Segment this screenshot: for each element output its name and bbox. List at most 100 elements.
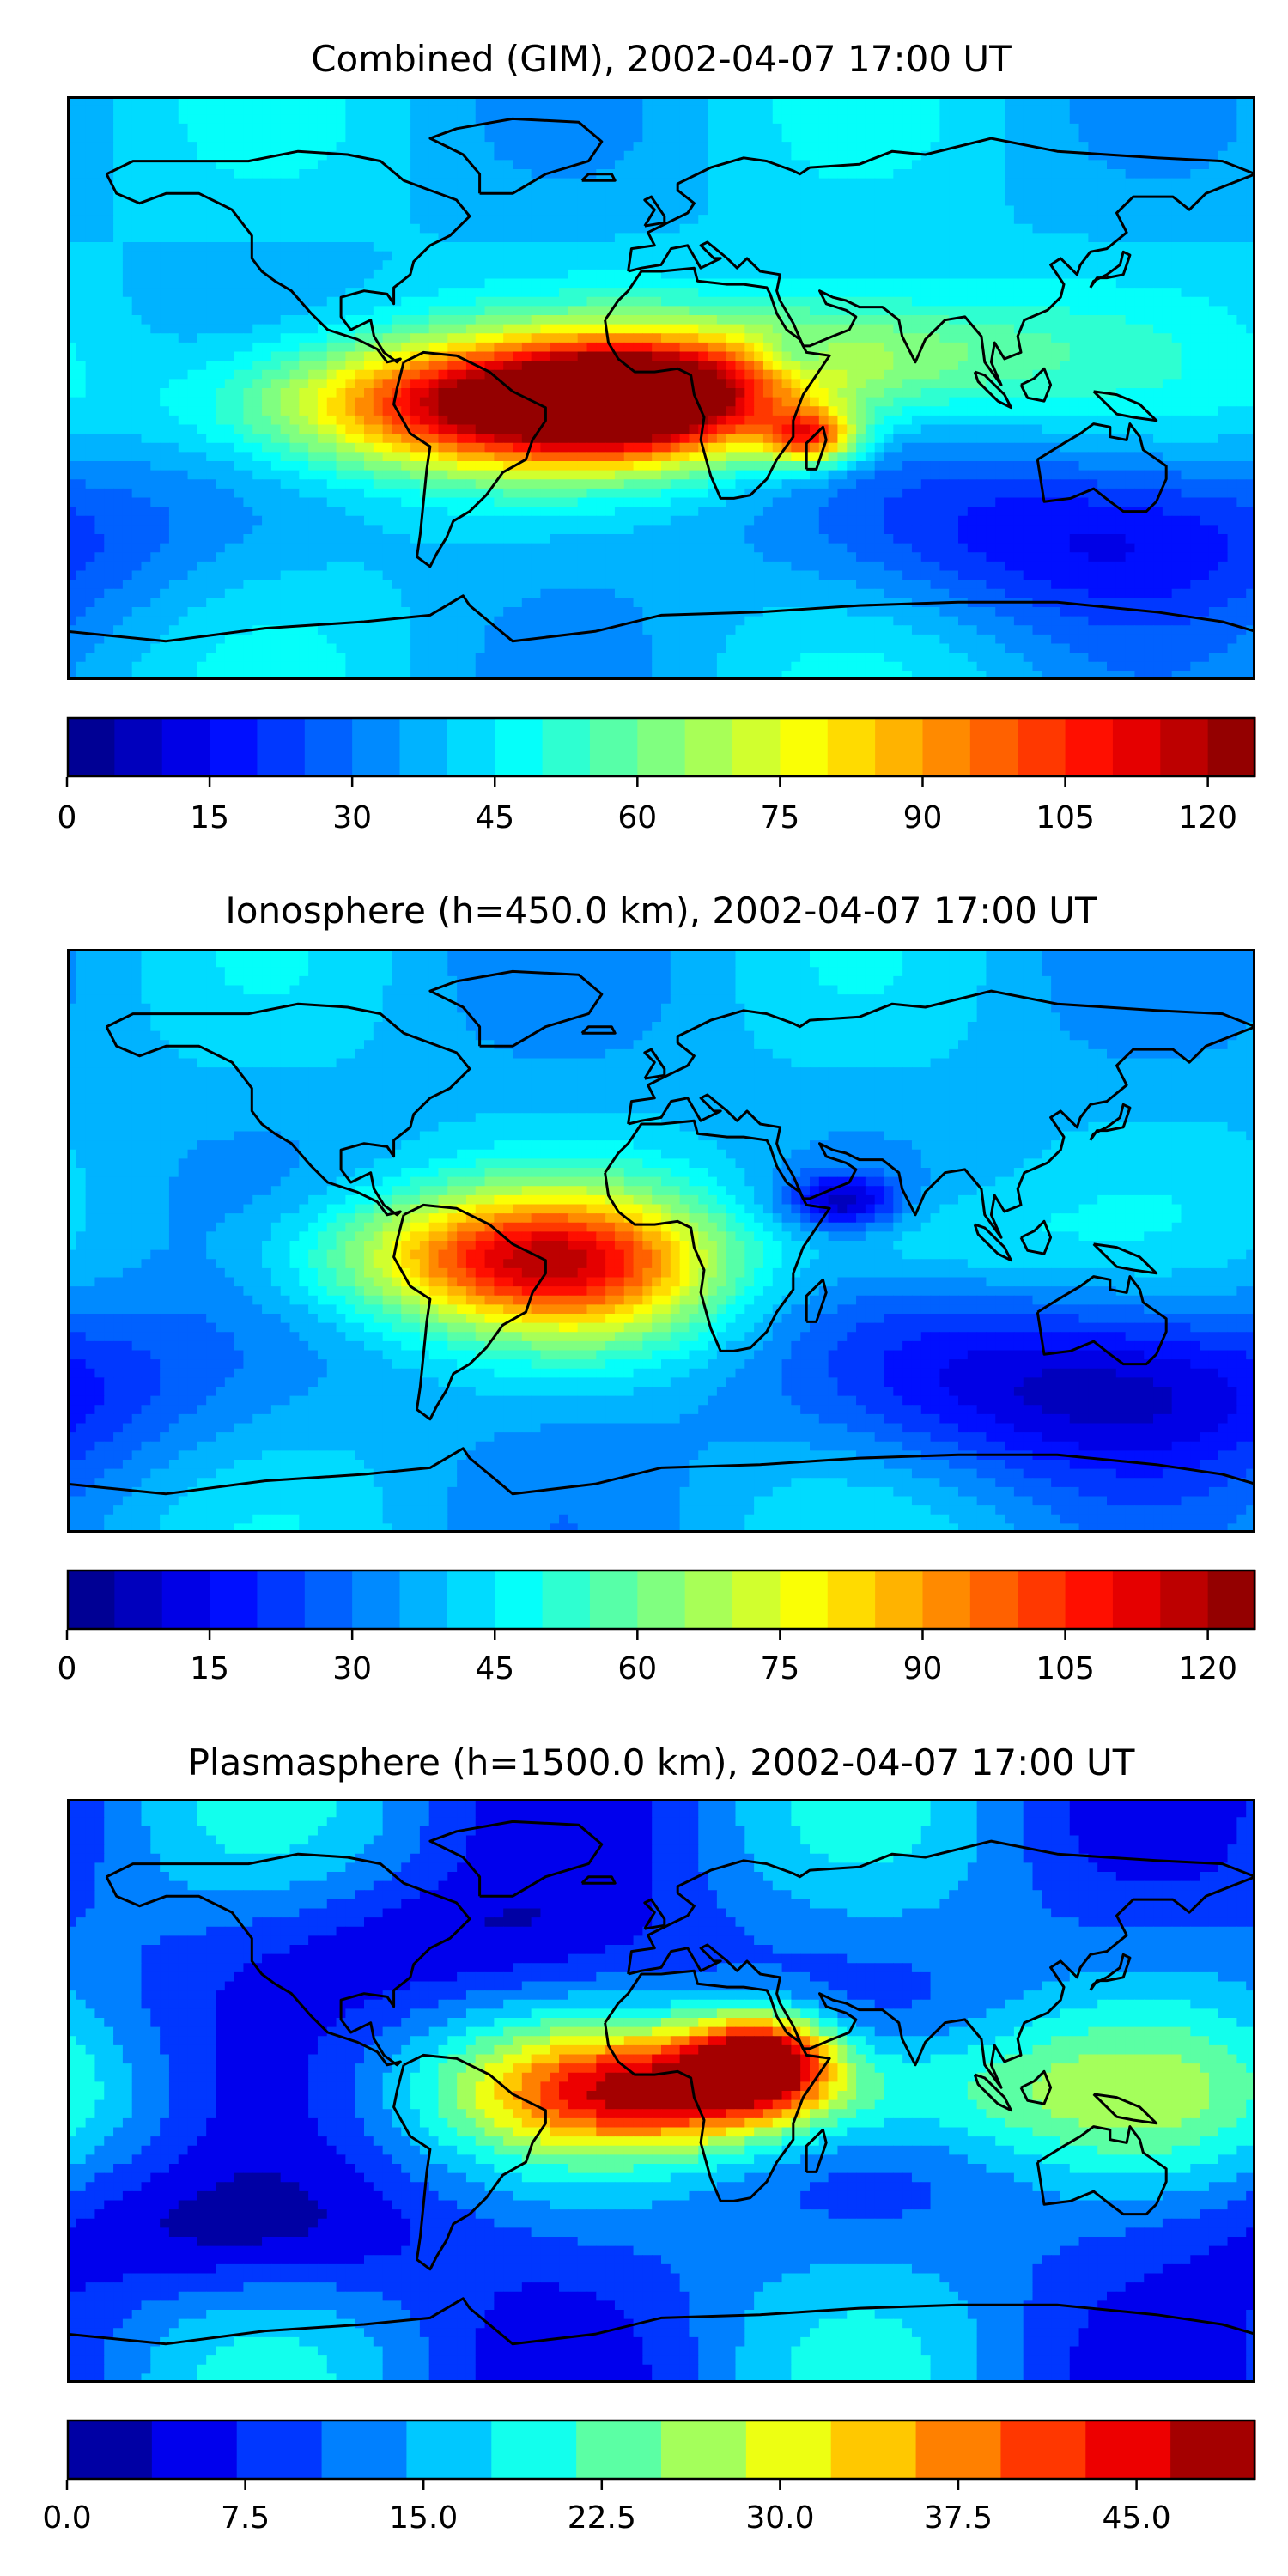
heatmap-cell bbox=[521, 361, 532, 371]
heatmap-cell bbox=[744, 269, 755, 280]
heatmap-cell bbox=[847, 296, 857, 307]
heatmap-cell bbox=[939, 333, 950, 343]
heatmap-cell bbox=[160, 114, 170, 125]
heatmap-cell bbox=[902, 296, 913, 307]
heatmap-cell bbox=[1162, 160, 1173, 170]
heatmap-cell bbox=[336, 142, 346, 152]
heatmap-cell bbox=[893, 123, 903, 134]
heatmap-cell bbox=[967, 215, 978, 225]
heatmap-cell bbox=[67, 388, 77, 398]
heatmap-cell bbox=[131, 132, 143, 143]
heatmap-cell bbox=[187, 233, 197, 243]
heatmap-cell bbox=[810, 342, 820, 353]
heatmap-cell bbox=[623, 96, 635, 106]
heatmap-cell bbox=[540, 187, 550, 197]
heatmap-cell bbox=[744, 315, 755, 325]
heatmap-cell bbox=[735, 205, 745, 216]
heatmap-cell bbox=[187, 105, 197, 115]
heatmap-cell bbox=[902, 150, 913, 161]
heatmap-cell bbox=[1115, 397, 1127, 407]
heatmap-cell bbox=[1060, 442, 1071, 453]
heatmap-cell bbox=[122, 361, 133, 371]
heatmap-cell bbox=[299, 196, 309, 207]
heatmap-cell bbox=[559, 142, 569, 152]
heatmap-cell bbox=[670, 388, 681, 398]
heatmap-cell bbox=[1013, 196, 1024, 207]
heatmap-cell bbox=[373, 306, 384, 316]
heatmap-cell bbox=[457, 288, 467, 298]
heatmap-cell bbox=[67, 142, 77, 152]
heatmap-cell bbox=[744, 424, 755, 434]
heatmap-cell bbox=[540, 205, 550, 216]
heatmap-cell bbox=[1097, 424, 1108, 434]
heatmap-cell bbox=[1013, 150, 1024, 161]
heatmap-cell bbox=[457, 150, 467, 161]
heatmap-cell bbox=[856, 369, 866, 380]
heatmap-cell bbox=[1032, 233, 1042, 243]
heatmap-cell bbox=[317, 260, 328, 270]
heatmap-cell bbox=[382, 442, 393, 453]
heatmap-cell bbox=[475, 251, 486, 261]
heatmap-cell bbox=[874, 306, 885, 316]
heatmap-cell bbox=[206, 361, 216, 371]
heatmap-cell bbox=[995, 434, 1005, 444]
heatmap-cell bbox=[1190, 306, 1200, 316]
heatmap-cell bbox=[939, 369, 950, 380]
heatmap-cell bbox=[243, 397, 253, 407]
heatmap-cell bbox=[197, 351, 207, 361]
heatmap-cell bbox=[642, 169, 653, 179]
heatmap-cell bbox=[1162, 169, 1173, 179]
heatmap-cell bbox=[605, 233, 616, 243]
heatmap-cell bbox=[837, 315, 848, 325]
heatmap-cell bbox=[800, 397, 811, 407]
heatmap-cell bbox=[224, 96, 235, 106]
heatmap-cell bbox=[243, 434, 253, 444]
heatmap-cell bbox=[577, 114, 588, 125]
heatmap-cell bbox=[568, 196, 579, 207]
heatmap-cell bbox=[810, 160, 820, 170]
heatmap-cell bbox=[837, 233, 848, 243]
heatmap-cell bbox=[893, 388, 903, 398]
heatmap-cell bbox=[874, 205, 885, 216]
heatmap-cell bbox=[716, 397, 727, 407]
heatmap-cell bbox=[568, 388, 579, 398]
heatmap-cell bbox=[1097, 369, 1108, 380]
heatmap-cell bbox=[531, 251, 542, 261]
heatmap-cell bbox=[280, 160, 291, 170]
heatmap-cell bbox=[633, 379, 643, 389]
heatmap-cell bbox=[308, 96, 319, 106]
heatmap-cell bbox=[967, 132, 978, 143]
heatmap-cell bbox=[568, 105, 579, 115]
heatmap-cell bbox=[1246, 434, 1255, 444]
heatmap-cell bbox=[160, 424, 170, 434]
heatmap-cell bbox=[1051, 379, 1061, 389]
heatmap-cell bbox=[503, 361, 513, 371]
heatmap-cell bbox=[382, 215, 393, 225]
heatmap-cell bbox=[428, 169, 440, 179]
heatmap-cell bbox=[1042, 169, 1052, 179]
heatmap-cell bbox=[160, 415, 170, 426]
heatmap-cell bbox=[605, 114, 616, 125]
heatmap-cell bbox=[308, 233, 319, 243]
heatmap-cell bbox=[401, 424, 411, 434]
heatmap-cell bbox=[847, 442, 857, 453]
heatmap-cell bbox=[531, 132, 542, 143]
heatmap-cell bbox=[531, 278, 542, 289]
heatmap-cell bbox=[1134, 233, 1145, 243]
heatmap-cell bbox=[708, 388, 718, 398]
heatmap-cell bbox=[679, 123, 690, 134]
heatmap-cell bbox=[457, 397, 467, 407]
heatmap-cell bbox=[410, 296, 421, 307]
heatmap-cell bbox=[1134, 388, 1145, 398]
heatmap-cell bbox=[197, 233, 207, 243]
heatmap-cell bbox=[1246, 150, 1255, 161]
heatmap-cell bbox=[94, 434, 105, 444]
heatmap-cell bbox=[85, 196, 96, 207]
heatmap-cell bbox=[187, 306, 197, 316]
heatmap-cell bbox=[270, 160, 282, 170]
heatmap-cell bbox=[428, 105, 440, 115]
heatmap-cell bbox=[754, 434, 764, 444]
heatmap-cell bbox=[800, 169, 811, 179]
heatmap-cell bbox=[1227, 442, 1237, 453]
heatmap-cell bbox=[679, 442, 690, 453]
